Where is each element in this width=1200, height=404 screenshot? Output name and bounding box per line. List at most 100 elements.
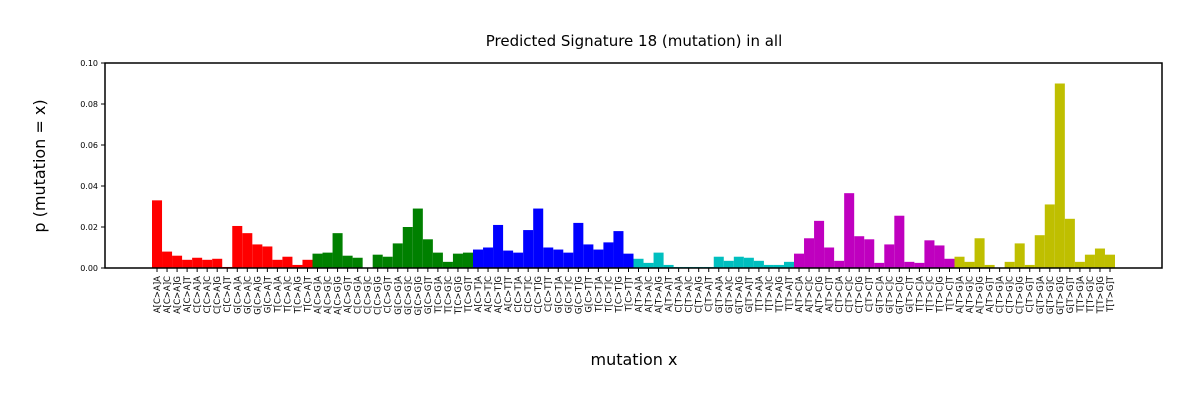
- x-tick-label: T[C>G]T: [464, 275, 474, 313]
- x-tick-label: C[T>C]T: [865, 275, 875, 312]
- x-tick-label: C[C>T]C: [524, 276, 534, 313]
- bar: [192, 257, 203, 268]
- bar: [202, 259, 213, 268]
- bar: [653, 252, 664, 268]
- bar: [543, 247, 554, 268]
- x-tick-label: C[C>G]C: [364, 276, 374, 314]
- bar: [643, 262, 654, 268]
- x-tick-label: T[C>G]G: [454, 276, 464, 315]
- x-tick-label: C[C>G]A: [354, 276, 364, 314]
- y-tick-label: 0.08: [80, 100, 98, 109]
- x-tick-label: A[T>A]A: [635, 276, 645, 313]
- x-tick-label: G[C>A]C: [243, 276, 253, 314]
- x-tick-label: G[C>T]A: [554, 276, 564, 313]
- y-tick-label: 0.00: [80, 264, 98, 273]
- x-tick-label: G[T>A]C: [725, 276, 735, 313]
- bar: [944, 258, 955, 268]
- x-tick-label: T[T>A]C: [765, 276, 775, 313]
- bar: [332, 233, 343, 268]
- bar: [242, 233, 253, 268]
- bar: [503, 250, 514, 268]
- x-tick-label: G[T>C]G: [895, 276, 905, 314]
- x-tick-label: C[T>C]C: [845, 276, 855, 313]
- y-tick-label: 0.04: [80, 182, 98, 191]
- bar: [773, 264, 784, 268]
- x-tick-label: T[C>T]A: [594, 276, 604, 313]
- x-tick-label: A[C>T]T: [504, 275, 514, 312]
- bar: [462, 252, 473, 268]
- x-tick-label: G[C>T]T: [584, 275, 594, 312]
- plot-frame: [104, 62, 1163, 269]
- x-tick-label: A[T>A]C: [645, 276, 655, 313]
- x-tick-label: A[C>A]C: [163, 276, 173, 313]
- bar: [172, 255, 183, 268]
- bar: [342, 255, 353, 268]
- bar: [573, 222, 584, 268]
- bar: [593, 249, 604, 268]
- bar: [1074, 261, 1085, 268]
- x-tick-label: C[T>A]G: [695, 276, 705, 313]
- bar: [603, 242, 614, 268]
- x-tick-label: A[C>G]C: [324, 276, 334, 314]
- x-tick-label: G[T>A]G: [735, 276, 745, 314]
- bar: [814, 220, 825, 268]
- x-tick-label: G[T>C]T: [905, 275, 915, 312]
- y-axis-label: p (mutation = x): [30, 99, 49, 232]
- bar: [1054, 83, 1065, 268]
- bar: [713, 256, 724, 268]
- x-tick-label: A[C>A]G: [173, 276, 183, 314]
- x-tick-label: G[C>A]A: [233, 276, 243, 314]
- bar: [623, 253, 634, 268]
- bar: [753, 260, 764, 268]
- x-tick-label: G[C>G]C: [404, 276, 414, 315]
- bar: [663, 264, 674, 268]
- bar: [633, 258, 644, 268]
- bar: [182, 259, 193, 268]
- bar: [553, 249, 564, 268]
- bar: [804, 238, 815, 268]
- x-tick-label: C[C>T]G: [534, 276, 544, 313]
- bar: [372, 254, 383, 268]
- bar: [583, 244, 594, 268]
- y-tick-label: 0.06: [80, 141, 98, 150]
- x-tick-label: A[C>T]A: [474, 276, 484, 313]
- bar: [302, 259, 313, 268]
- x-tick-label: T[T>C]G: [935, 276, 945, 314]
- x-tick-label: A[T>G]C: [966, 276, 976, 313]
- bar: [763, 264, 774, 268]
- x-tick-label: T[C>G]A: [434, 276, 444, 314]
- x-tick-label: A[T>A]T: [665, 275, 675, 312]
- bar: [1034, 235, 1045, 268]
- bar: [493, 224, 504, 268]
- x-tick-label: A[C>G]A: [314, 276, 324, 314]
- x-tick-label: C[C>G]T: [384, 275, 394, 313]
- x-tick-label: T[C>T]T: [624, 275, 634, 312]
- bar: [934, 245, 945, 268]
- bar: [904, 261, 915, 268]
- bar: [874, 262, 885, 268]
- bar: [984, 264, 995, 268]
- x-tick-label: C[C>G]G: [374, 276, 384, 315]
- bar: [312, 253, 323, 268]
- bar: [322, 252, 333, 268]
- bar: [152, 200, 163, 268]
- bar: [964, 261, 975, 268]
- x-tick-label: T[C>A]C: [283, 276, 293, 314]
- x-tick-label: T[C>T]C: [604, 276, 614, 313]
- bar: [1044, 204, 1055, 268]
- bar: [212, 258, 223, 268]
- x-tick-label: G[C>G]A: [394, 276, 404, 315]
- bar: [422, 239, 433, 268]
- bar: [794, 253, 805, 268]
- bar: [844, 193, 855, 268]
- bar: [613, 231, 624, 268]
- bar: [924, 240, 935, 268]
- bar: [733, 256, 744, 268]
- bar: [412, 208, 423, 268]
- bar: [432, 252, 443, 268]
- x-tick-label: T[T>A]T: [785, 275, 795, 312]
- x-tick-label: C[T>G]A: [996, 276, 1006, 313]
- bar: [864, 239, 875, 268]
- x-tick-label: C[T>A]A: [675, 276, 685, 313]
